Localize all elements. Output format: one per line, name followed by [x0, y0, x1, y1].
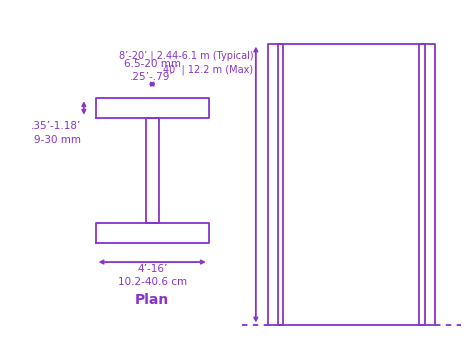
Text: Plan: Plan	[135, 293, 169, 307]
Text: 6.5-20 mm: 6.5-20 mm	[124, 59, 181, 69]
Text: .25’-.79’: .25’-.79’	[130, 72, 174, 82]
Text: 40’ | 12.2 m (Max): 40’ | 12.2 m (Max)	[164, 65, 254, 75]
Text: 4’-16’: 4’-16’	[137, 264, 167, 274]
Text: 10.2-40.6 cm: 10.2-40.6 cm	[118, 277, 187, 287]
Text: .35’-1.18’: .35’-1.18’	[31, 121, 82, 131]
Text: 9-30 mm: 9-30 mm	[35, 135, 82, 144]
Text: 8’-20’ | 2.44-6.1 m (Typical): 8’-20’ | 2.44-6.1 m (Typical)	[119, 51, 254, 61]
